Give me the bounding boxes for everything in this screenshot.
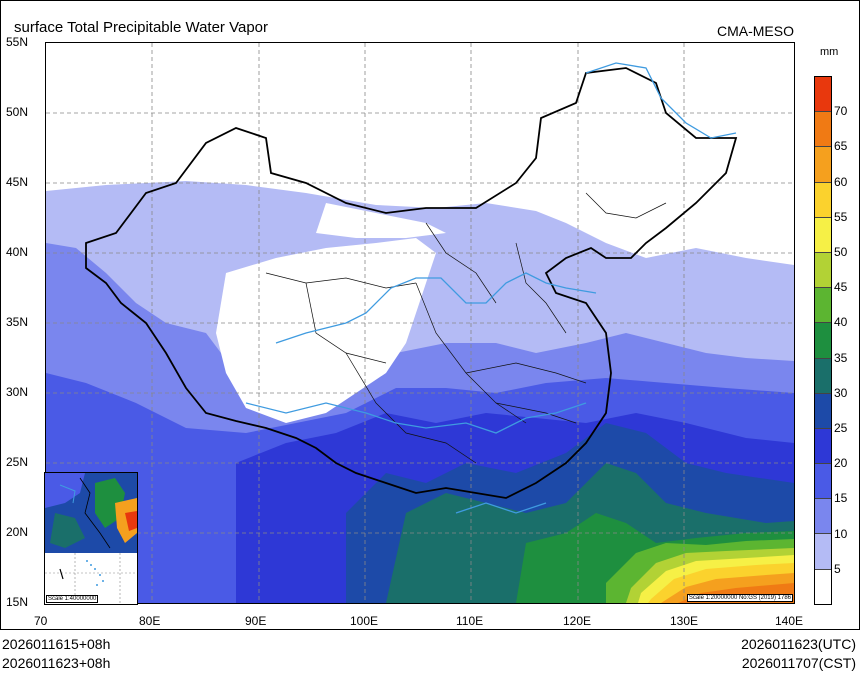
colorbar-level-label: 30 [834, 385, 848, 400]
map-title: surface Total Precipitable Water Vapor [14, 19, 269, 36]
main-map-scale: Scale 1:20000000 No:GS (2019) 1786 [686, 594, 793, 602]
colorbar-level-label: 5 [834, 561, 841, 576]
lon-label-120e: 120E [563, 614, 592, 628]
colorbar-segment [815, 464, 831, 500]
lon-label-110e: 110E [456, 614, 484, 628]
inset-map [45, 473, 137, 604]
colorbar-segment [815, 288, 831, 324]
colorbar-level-label: 65 [834, 139, 848, 154]
model-name: CMA-MESO [717, 23, 794, 39]
inset-map-scale: Scale 1:40000000 [46, 595, 99, 603]
colorbar-segment [815, 323, 831, 359]
colorbar-level-label: 25 [834, 421, 848, 435]
utc-time-label: 2026011623(UTC) [741, 636, 856, 652]
colorbar-segment [815, 534, 831, 570]
lon-label-70: 70 [34, 614, 48, 628]
south-china-sea-inset: Scale 1:40000000 [44, 472, 138, 605]
valid-time-label: 2026011623+08h [2, 655, 111, 671]
lon-label-100e: 100E [350, 614, 379, 628]
colorbar-level-label: 40 [834, 315, 848, 330]
colorbar-segment [815, 182, 831, 218]
cst-time-label: 2026011707(CST) [741, 655, 856, 671]
colorbar-segment [815, 77, 831, 113]
colorbar-segment [815, 358, 831, 394]
colorbar-level-label: 70 [834, 104, 848, 119]
lat-label-35n: 35N [6, 315, 29, 329]
lon-label-80e: 80E [139, 614, 161, 628]
lat-label-30n: 30N [6, 385, 29, 399]
colorbar-segment [815, 569, 831, 604]
colorbar-level-label: 10 [834, 526, 848, 541]
precipitable-water-field [46, 43, 794, 603]
lat-label-25n: 25N [6, 455, 29, 469]
colorbar-level-label: 35 [834, 350, 848, 365]
colorbar-level-label: 60 [834, 174, 848, 189]
lon-label-130e: 130E [670, 614, 699, 628]
colorbar-segment [815, 252, 831, 289]
colorbar-segment [815, 217, 831, 253]
colorbar-segment [815, 147, 831, 183]
colorbar-level-label: 20 [834, 456, 848, 471]
lat-label-45n: 45N [6, 175, 29, 189]
colorbar [814, 76, 832, 605]
lat-label-50n: 50N [6, 105, 29, 119]
colorbar-segment [815, 393, 831, 429]
lat-label-55n: 55N [6, 35, 29, 49]
colorbar-level-label: 50 [834, 245, 848, 259]
colorbar-segment [815, 499, 831, 535]
lat-label-40n: 40N [6, 245, 29, 259]
lon-label-90e: 90E [245, 614, 267, 628]
colorbar-level-label: 15 [834, 491, 848, 506]
colorbar-unit: mm [820, 46, 839, 58]
init-time-label: 2026011615+08h [2, 636, 111, 652]
lat-label-20n: 20N [6, 525, 29, 539]
lon-label-140e: 140E [775, 614, 804, 628]
lat-label-15n: 15N [6, 595, 29, 609]
colorbar-level-label: 55 [834, 209, 848, 224]
map-panel: Scale 1:20000000 No:GS (2019) 1786 [45, 42, 795, 604]
colorbar-segment [815, 428, 831, 465]
colorbar-level-label: 45 [834, 280, 848, 295]
colorbar-segment [815, 112, 831, 148]
